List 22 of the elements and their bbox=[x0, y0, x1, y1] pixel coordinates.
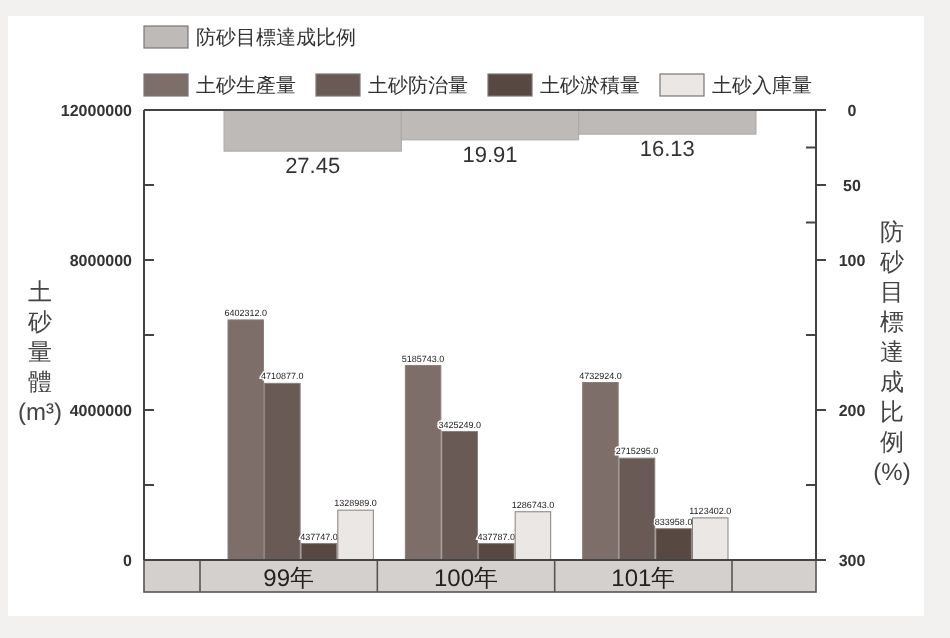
y2-tick-label: 300 bbox=[838, 552, 867, 570]
data-label: 16.13 bbox=[639, 138, 695, 163]
y-tick-label: 8000000 bbox=[69, 252, 134, 270]
x-tick-label: 100年 bbox=[433, 564, 499, 592]
y2-tick-label: 0 bbox=[847, 102, 858, 120]
x-tick-label: 101年 bbox=[611, 564, 676, 592]
legend-label: 土砂生產量 bbox=[196, 74, 296, 98]
legend-label: 防砂目標達成比例 bbox=[196, 26, 356, 50]
y-tick-label: 12000000 bbox=[60, 102, 134, 120]
y-tick-label: 4000000 bbox=[69, 402, 134, 420]
data-label: 19.91 bbox=[462, 143, 518, 168]
legend-label: 土砂淤積量 bbox=[540, 74, 640, 98]
data-label: 27.45 bbox=[285, 155, 341, 180]
text: 防砂目標達成比例(%) bbox=[873, 218, 911, 486]
y2-tick-label: 200 bbox=[838, 402, 867, 420]
y-axis-title: 土砂量體(m³) bbox=[18, 278, 62, 426]
x-tick-label: 99年 bbox=[263, 564, 315, 592]
y-tick-label: 0 bbox=[123, 552, 134, 570]
y2-tick-label: 100 bbox=[838, 252, 867, 270]
legend-label: 土砂入庫量 bbox=[712, 74, 812, 98]
y2-tick-label: 50 bbox=[843, 177, 862, 195]
legend-label: 土砂防治量 bbox=[368, 74, 468, 98]
